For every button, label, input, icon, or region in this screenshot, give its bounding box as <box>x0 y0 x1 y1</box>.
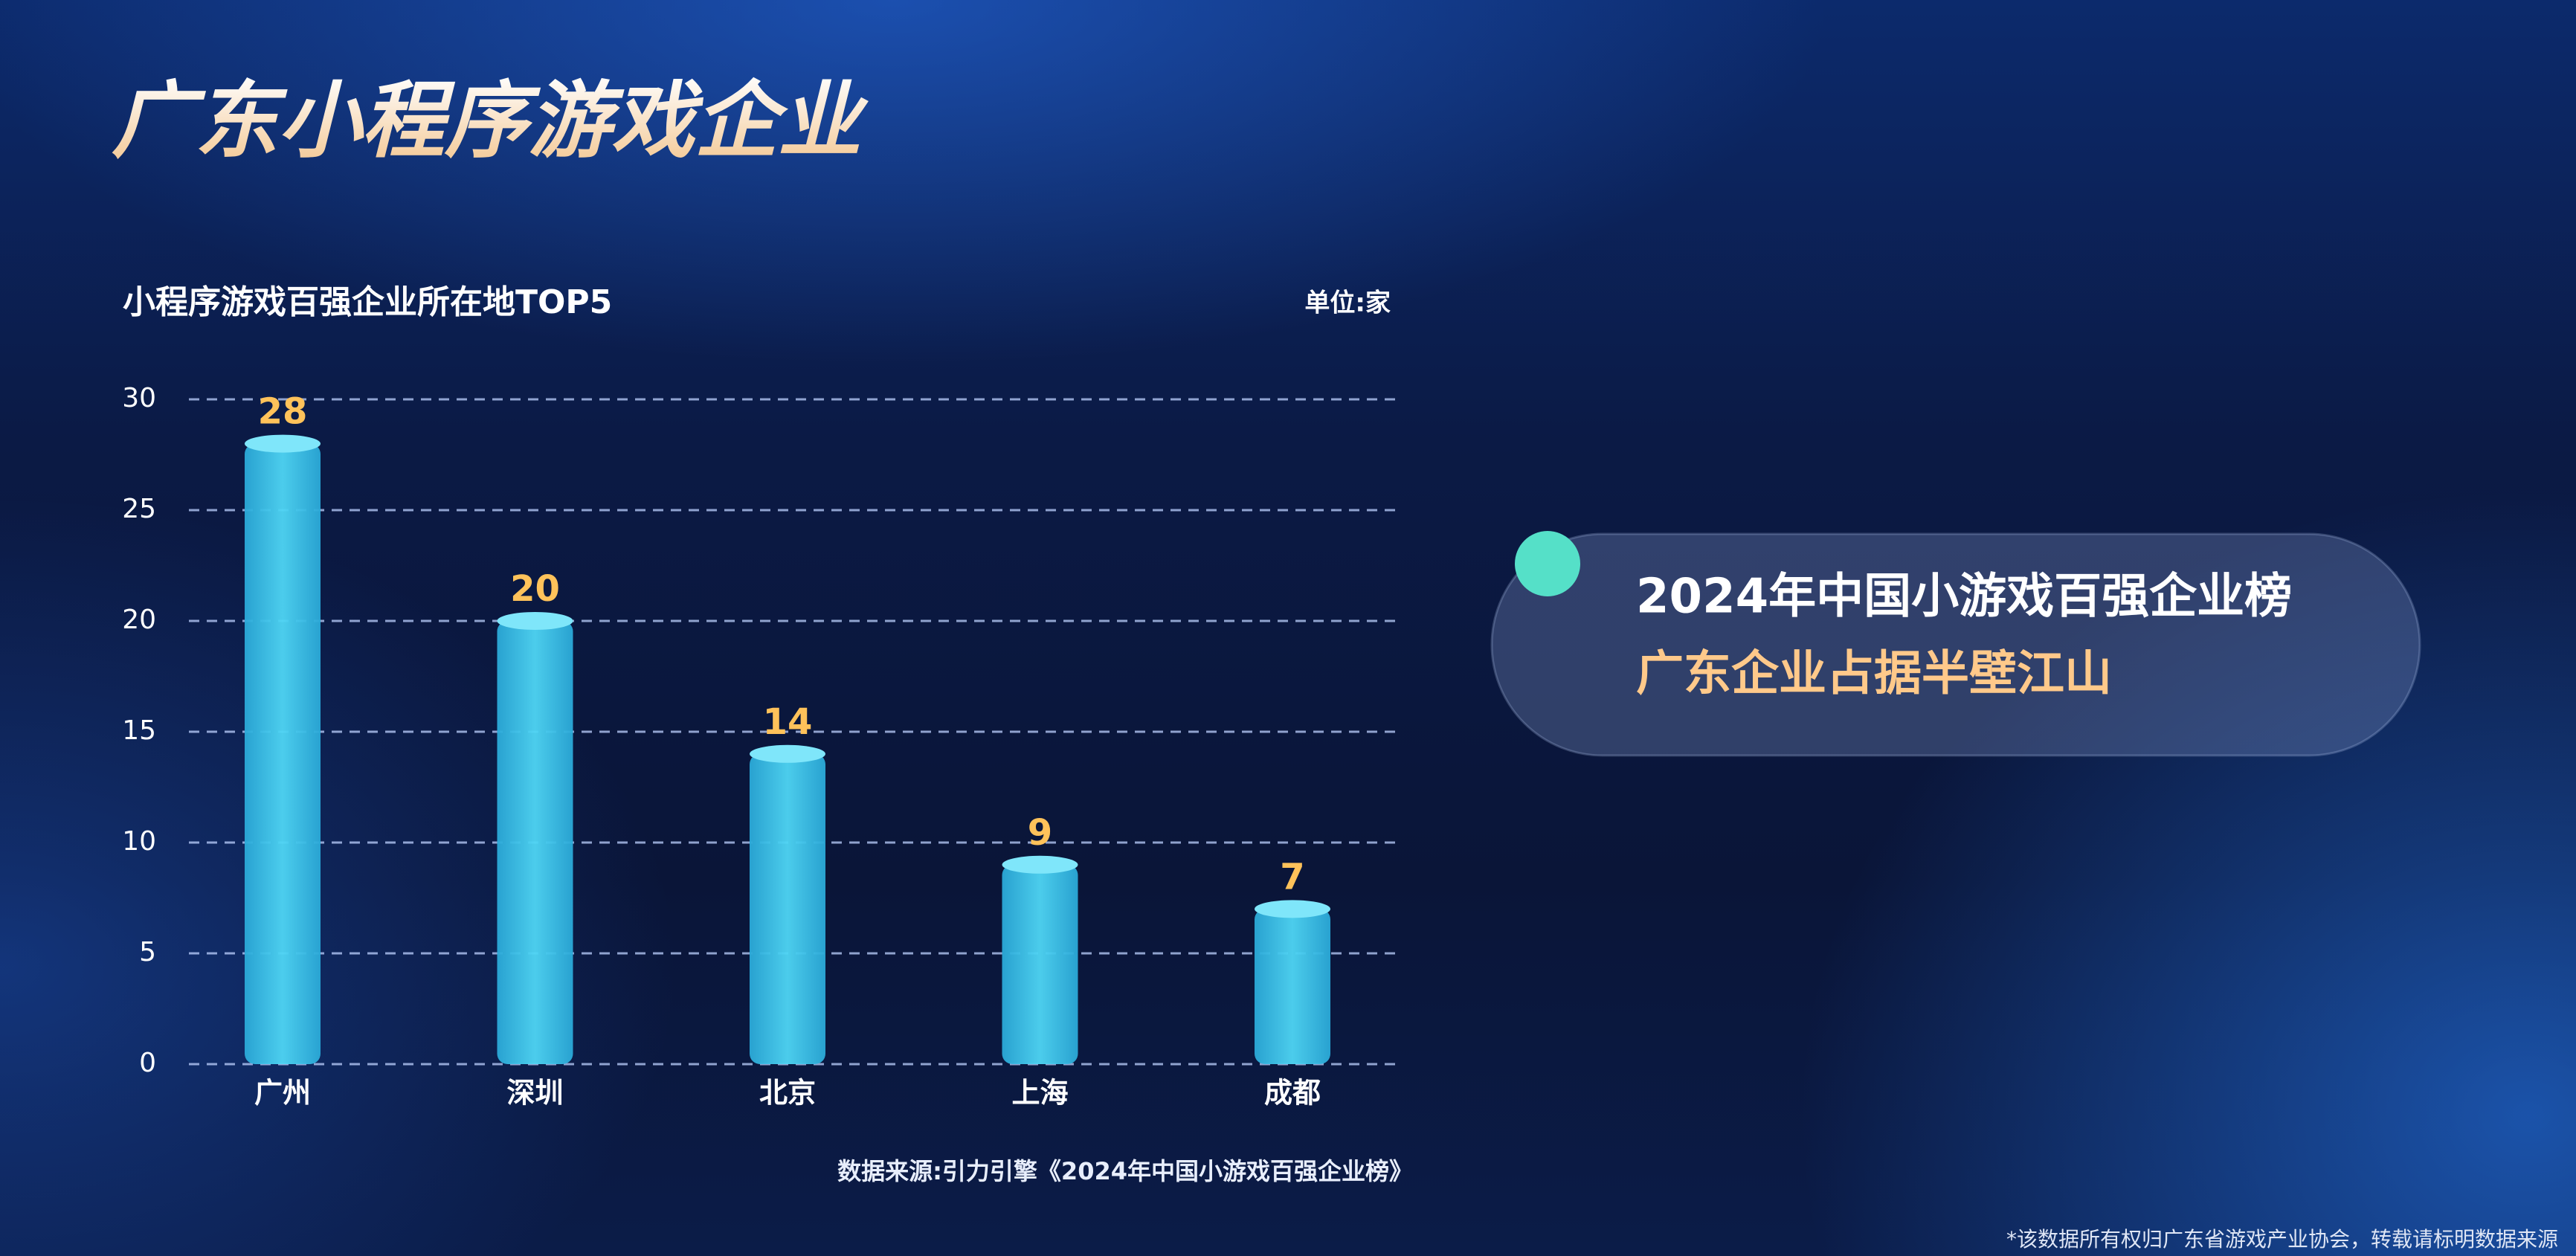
value-label: 28 <box>258 391 308 433</box>
bar-cap <box>245 434 321 453</box>
unit-label: 单位:家 <box>1304 289 1391 318</box>
bar-cap <box>750 744 825 763</box>
callout-dot <box>1515 531 1580 596</box>
value-label: 14 <box>763 701 813 743</box>
bar-cap <box>497 612 573 630</box>
y-tick-label: 25 <box>122 494 156 524</box>
source-note: 数据来源:引力引擎《2024年中国小游戏百强企业榜》 <box>837 1157 1413 1185</box>
y-tick-label: 5 <box>139 937 156 967</box>
y-tick-label: 15 <box>122 715 156 746</box>
x-tick-label: 广州 <box>254 1077 311 1110</box>
bar <box>1002 864 1078 1064</box>
bar <box>245 443 321 1064</box>
bar-cap <box>1255 900 1330 918</box>
callout-box <box>1490 532 2421 757</box>
callout-line: 2024年中国小游戏百强企业榜 <box>1636 570 2292 625</box>
footnote: *该数据所有权归广东省游戏产业协会，转载请标明数据来源 <box>2006 1227 2558 1252</box>
bar <box>1255 909 1330 1064</box>
headline: 广东小程序游戏企业 <box>112 73 869 170</box>
y-tick-label: 30 <box>122 383 156 413</box>
y-tick-label: 0 <box>139 1048 156 1078</box>
x-tick-label: 成都 <box>1264 1077 1321 1110</box>
bar <box>497 621 573 1064</box>
y-tick-label: 20 <box>122 605 156 635</box>
callout-line: 广东企业占据半壁江山 <box>1636 647 2112 702</box>
chart-title: 小程序游戏百强企业所在地TOP5 <box>123 283 612 321</box>
x-tick-label: 上海 <box>1011 1077 1068 1110</box>
y-tick-label: 10 <box>122 826 156 857</box>
x-tick-label: 深圳 <box>506 1077 563 1110</box>
value-label: 20 <box>510 568 560 610</box>
value-label: 9 <box>1028 812 1052 854</box>
value-label: 7 <box>1280 856 1304 898</box>
bar <box>750 753 825 1064</box>
bar-cap <box>1002 855 1078 874</box>
x-tick-label: 北京 <box>759 1077 816 1110</box>
